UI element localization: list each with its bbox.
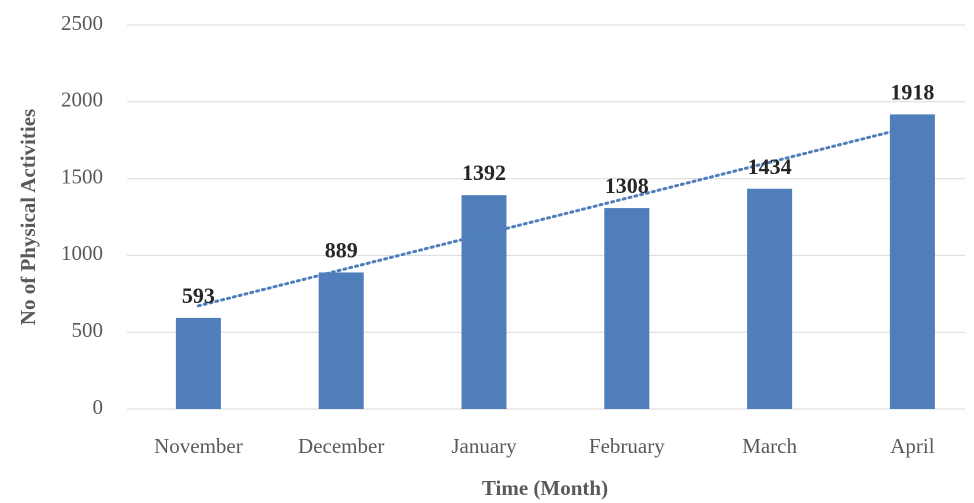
bar bbox=[318, 272, 364, 409]
data-label: 889 bbox=[325, 237, 358, 262]
bar bbox=[461, 195, 507, 409]
y-tick-label: 2000 bbox=[61, 88, 103, 112]
bar bbox=[604, 208, 650, 409]
x-tick-label: December bbox=[298, 434, 384, 458]
data-label: 1918 bbox=[890, 79, 934, 104]
bar bbox=[175, 317, 221, 409]
x-axis-title: Time (Month) bbox=[482, 476, 608, 500]
x-tick-label: November bbox=[154, 434, 243, 458]
bar bbox=[889, 114, 935, 409]
y-tick-label: 0 bbox=[93, 395, 104, 419]
x-tick-label: April bbox=[890, 434, 934, 458]
y-axis-title: No of Physical Activities bbox=[16, 109, 40, 325]
x-tick-label: February bbox=[589, 434, 665, 458]
y-tick-label: 1000 bbox=[61, 241, 103, 265]
data-label: 1392 bbox=[462, 160, 506, 185]
trendline bbox=[196, 124, 914, 308]
x-tick-label: March bbox=[742, 434, 797, 458]
y-tick-label: 2500 bbox=[61, 11, 103, 35]
y-tick-label: 500 bbox=[72, 318, 104, 342]
data-label: 1434 bbox=[748, 154, 792, 179]
data-label: 1308 bbox=[605, 173, 649, 198]
bar bbox=[747, 188, 793, 409]
y-tick-label: 1500 bbox=[61, 164, 103, 188]
x-tick-label: January bbox=[451, 434, 517, 458]
data-label: 593 bbox=[182, 283, 215, 308]
